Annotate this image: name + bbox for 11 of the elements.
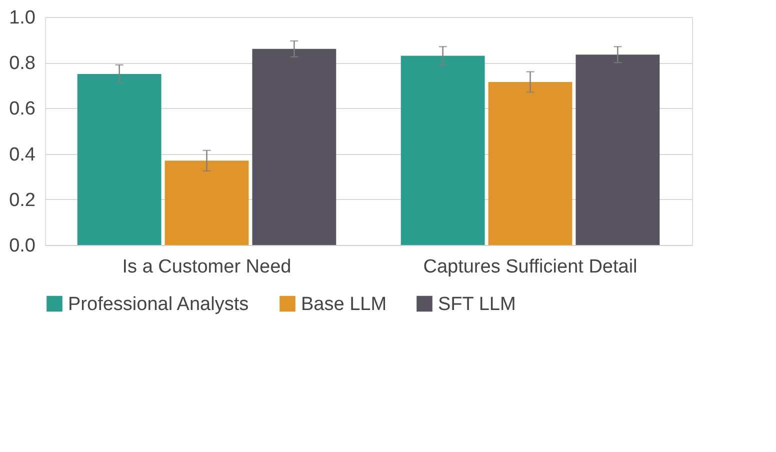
y-tick-label: 1.0 (9, 8, 36, 28)
y-tick-label: 0.6 (9, 98, 36, 120)
legend-label: Base LLM (301, 294, 387, 315)
x-tick-label: Is a Customer Need (122, 256, 292, 278)
y-tick-label: 0.2 (9, 190, 36, 211)
y-tick-label: 0.0 (9, 236, 36, 256)
y-tick-label: 0.4 (9, 144, 36, 166)
legend-label: SFT LLM (438, 294, 516, 315)
y-tick-label: 0.8 (9, 53, 36, 74)
legend-label: Professional Analysts (68, 294, 249, 315)
x-tick-label: Captures Sufficient Detail (423, 256, 638, 278)
